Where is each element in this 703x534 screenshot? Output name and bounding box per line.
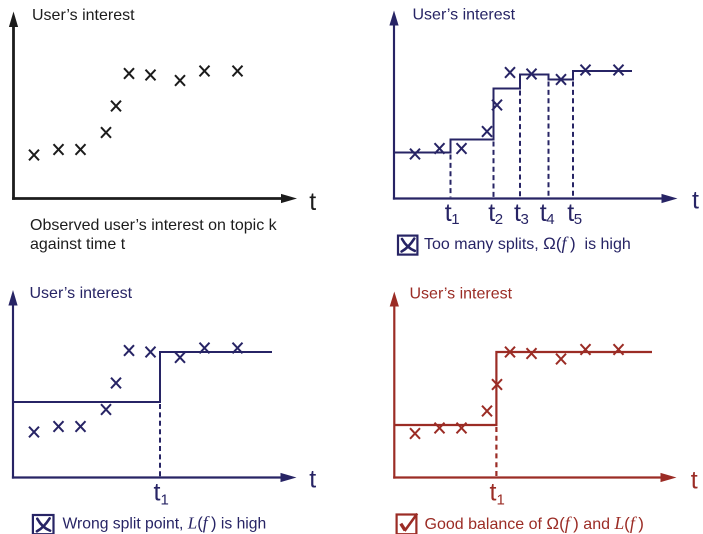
- svg-text:Too many splits, Ω(f ) is hig: Too many splits, Ω(f ) is high: [424, 233, 631, 253]
- svg-text:2: 2: [495, 211, 503, 228]
- svg-text:t: t: [309, 188, 316, 216]
- svg-text:t: t: [154, 479, 161, 507]
- svg-text:t: t: [692, 186, 699, 214]
- svg-text:against time t: against time t: [30, 236, 126, 253]
- svg-text:1: 1: [497, 491, 505, 508]
- svg-text:User’s interest: User’s interest: [413, 7, 516, 24]
- svg-text:Observed user’s interest on to: Observed user’s interest on topic k: [30, 217, 278, 234]
- svg-text:5: 5: [574, 211, 582, 228]
- svg-text:t: t: [514, 199, 521, 227]
- svg-text:t: t: [567, 199, 574, 227]
- svg-text:t: t: [540, 199, 547, 227]
- svg-text:User’s interest: User’s interest: [30, 285, 133, 302]
- svg-text:3: 3: [521, 211, 529, 228]
- svg-text:1: 1: [161, 491, 169, 508]
- svg-text:t: t: [488, 199, 495, 227]
- svg-text:t: t: [309, 466, 316, 494]
- svg-text:t: t: [691, 466, 698, 494]
- svg-text:User’s interest: User’s interest: [32, 7, 135, 24]
- svg-text:t: t: [490, 479, 497, 507]
- svg-text:t: t: [445, 199, 452, 227]
- svg-text:Good balance of Ω(f ) and L(f: Good balance of Ω(f ) and L(f ): [425, 513, 644, 533]
- svg-text:User’s interest: User’s interest: [410, 286, 513, 303]
- svg-text:4: 4: [546, 211, 554, 228]
- svg-text:Wrong split point, L(f ) is hi: Wrong split point, L(f ) is high: [63, 513, 267, 533]
- svg-text:1: 1: [451, 211, 459, 228]
